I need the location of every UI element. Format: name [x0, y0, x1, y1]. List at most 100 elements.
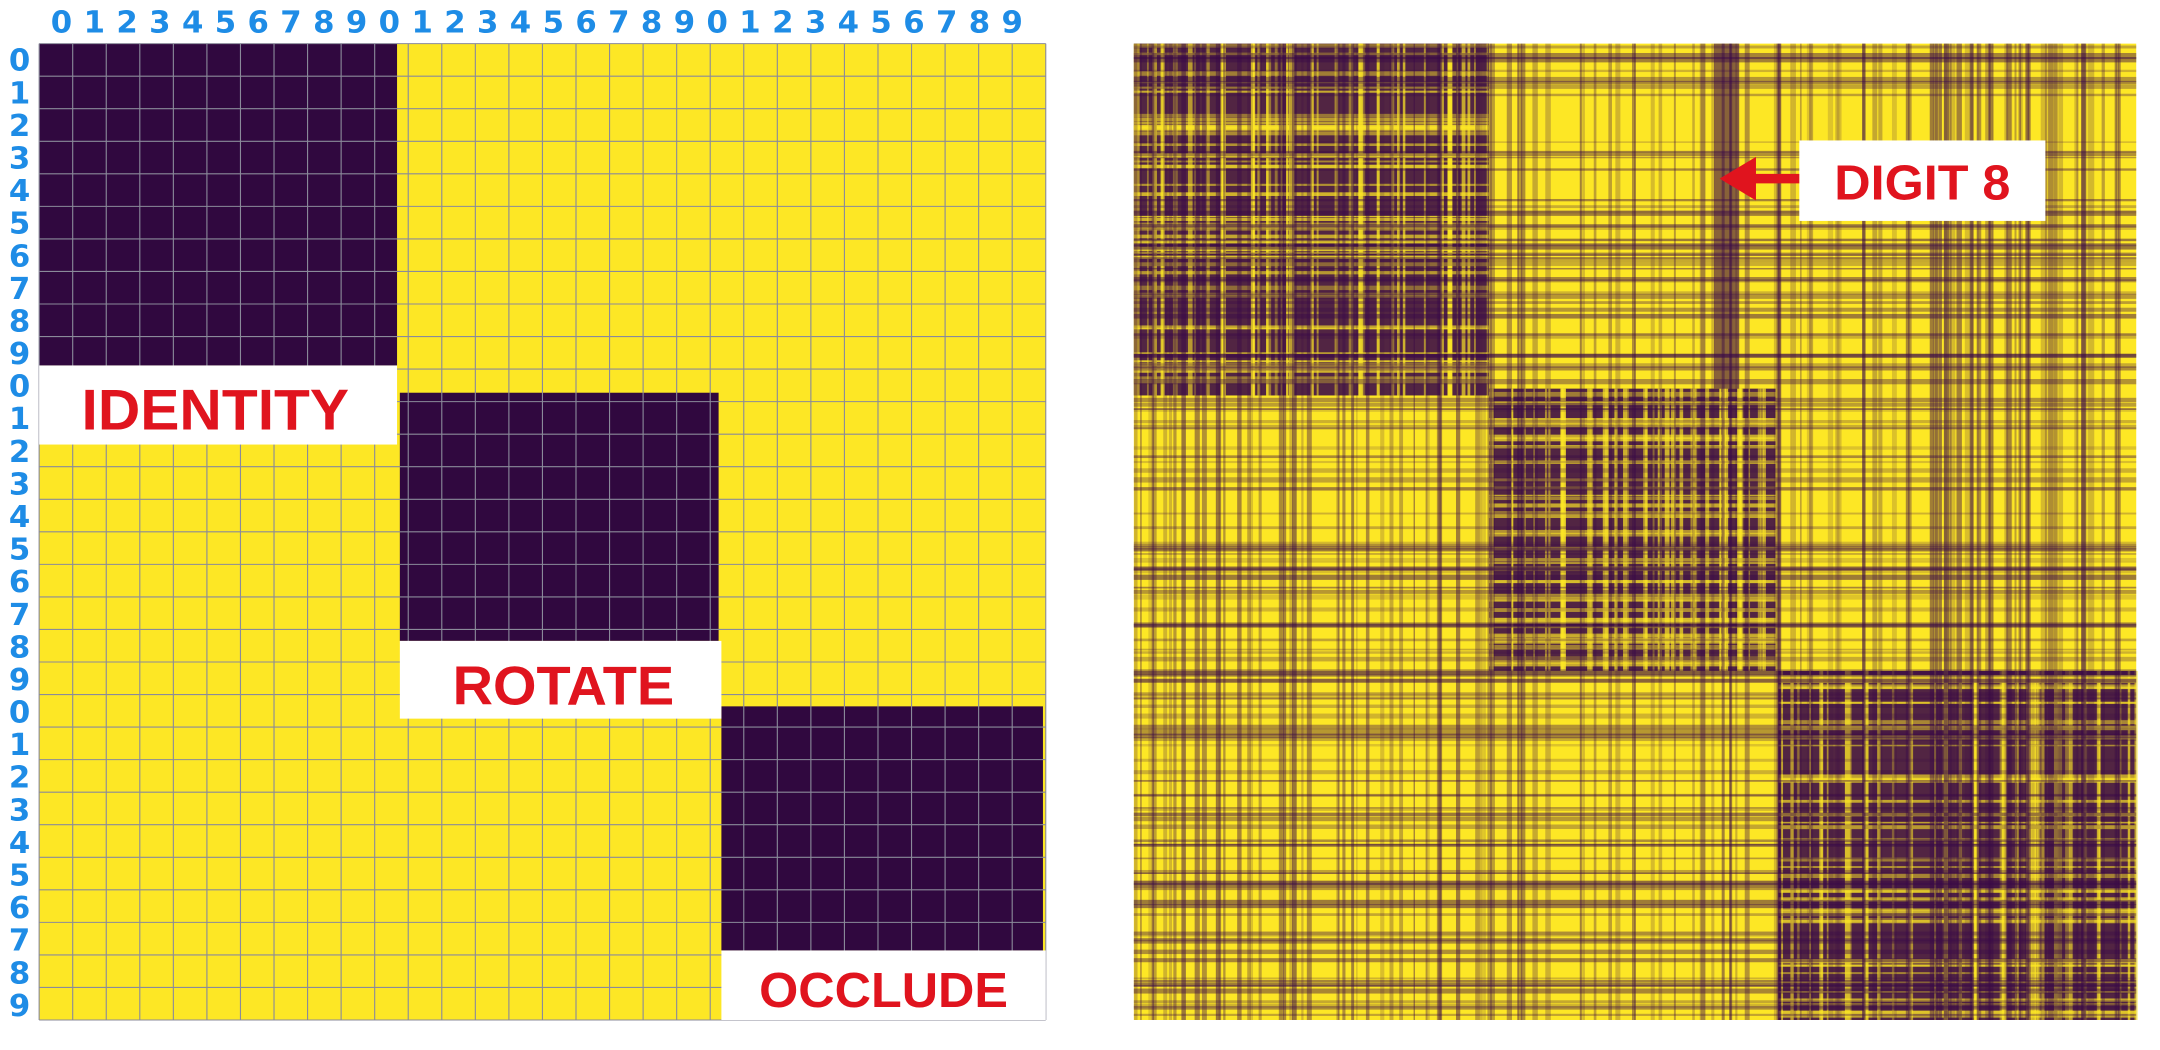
- stripe: [1908, 670, 1913, 1020]
- stripe: [1778, 991, 2137, 993]
- stripe: [1439, 43, 1443, 1021]
- stripe: [1932, 43, 1938, 1021]
- stripe: [1247, 43, 1251, 1021]
- column-label: 0: [379, 6, 400, 41]
- stripe: [1544, 388, 1547, 671]
- stripe: [1773, 43, 1779, 1021]
- stripe: [1488, 496, 1776, 501]
- stripe: [1872, 43, 1878, 1021]
- stripe: [1134, 43, 1138, 1021]
- stripe: [1778, 964, 2137, 967]
- stripe: [1878, 43, 1883, 1021]
- stripe: [1133, 363, 2137, 368]
- stripe: [1693, 388, 1696, 671]
- stripe: [2081, 43, 2086, 1021]
- column-label: 6: [575, 6, 596, 41]
- stripe: [1133, 728, 2137, 733]
- stripe: [1958, 670, 1963, 1020]
- stripe: [1664, 388, 1670, 671]
- stripe: [1133, 156, 2137, 159]
- stripe: [1148, 43, 1153, 1021]
- stripe: [1399, 43, 1404, 1021]
- stripe: [1722, 388, 1726, 671]
- stripe: [1133, 624, 2137, 629]
- stripe: [1133, 255, 1489, 259]
- stripe: [1778, 1014, 2137, 1018]
- stripe: [1778, 702, 2137, 704]
- stripe: [1777, 43, 1781, 1021]
- stripe: [1836, 43, 1842, 1021]
- row-label: 4: [9, 826, 30, 861]
- stripe: [2037, 670, 2041, 1020]
- stripe: [1729, 43, 1733, 1021]
- stripe: [1985, 43, 1991, 1021]
- column-label: 8: [313, 6, 334, 41]
- stripe: [1778, 720, 2137, 725]
- stripe: [1679, 388, 1684, 671]
- stripe: [1488, 569, 1776, 572]
- stripe: [1602, 388, 1605, 671]
- stripe: [1218, 43, 1221, 1021]
- stripe: [1356, 43, 1358, 1021]
- stripe: [1133, 526, 2137, 530]
- stripe: [1133, 624, 2137, 628]
- stripe: [1133, 254, 2137, 256]
- stripe: [1133, 817, 2137, 822]
- stripe: [2089, 43, 2095, 1021]
- stripe: [1133, 793, 2137, 797]
- stripe: [1133, 420, 2137, 424]
- stripe: [1488, 391, 1776, 397]
- row-label: 8: [9, 631, 30, 666]
- stripe: [1719, 388, 1722, 671]
- stripe: [1943, 43, 1950, 1021]
- stripe: [1133, 1013, 2137, 1016]
- stripe: [1757, 388, 1762, 671]
- stripe: [1657, 388, 1660, 671]
- stripe: [1133, 758, 2137, 762]
- row-label: 9: [9, 663, 30, 698]
- stripe: [1133, 548, 2137, 552]
- stripe: [1778, 857, 2137, 862]
- stripe: [1133, 379, 2137, 385]
- stripe: [1436, 43, 1440, 1021]
- stripe: [1849, 670, 1852, 1020]
- stripe: [1714, 43, 1740, 389]
- stripe: [1488, 660, 1776, 664]
- stripe: [2116, 43, 2119, 1021]
- column-label: 9: [674, 6, 695, 41]
- stripe: [1133, 623, 2137, 626]
- stripe: [1133, 692, 2137, 696]
- stripe: [1778, 799, 2137, 803]
- stripe: [1133, 154, 1489, 156]
- stripe: [1133, 408, 2137, 412]
- stripe: [1133, 225, 2137, 230]
- stripe: [1488, 596, 1776, 602]
- stripe: [1844, 670, 1850, 1020]
- stripe: [1152, 43, 1155, 1021]
- stripe: [1133, 244, 2137, 246]
- stripe: [1790, 43, 1793, 1021]
- stripe: [1690, 388, 1695, 671]
- stripe: [1133, 368, 1489, 373]
- stripe: [1133, 586, 2137, 589]
- column-label: 8: [641, 6, 662, 41]
- stripe: [2014, 43, 2017, 1021]
- stripe: [1133, 934, 2137, 937]
- stripe: [1778, 675, 2137, 678]
- stripe: [1819, 670, 1823, 1020]
- stripe: [1301, 43, 1304, 1021]
- stripe: [1488, 638, 1776, 643]
- stripe: [1699, 43, 1702, 1021]
- stripe: [1413, 43, 1415, 1021]
- stripe: [1488, 617, 1776, 622]
- stripe: [1778, 888, 2137, 893]
- stripe: [1181, 43, 1186, 1021]
- stripe: [1133, 262, 2137, 266]
- stripe: [1910, 670, 1914, 1020]
- grid: [38, 43, 1047, 1021]
- stripe: [1938, 43, 1942, 1021]
- stripe: [1778, 814, 2137, 817]
- stripe: [1643, 388, 1648, 671]
- stripe: [1488, 634, 1776, 639]
